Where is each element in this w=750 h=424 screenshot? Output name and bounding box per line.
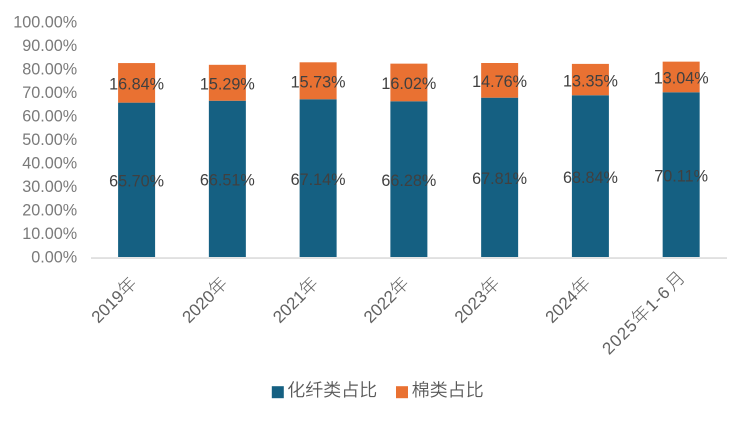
svg-text:40.00%: 40.00% (22, 155, 77, 173)
svg-text:50.00%: 50.00% (22, 131, 77, 149)
svg-text:66.51%: 66.51% (200, 172, 255, 190)
svg-text:60.00%: 60.00% (22, 108, 77, 126)
svg-text:16.02%: 16.02% (381, 75, 436, 93)
svg-text:20.00%: 20.00% (22, 202, 77, 220)
svg-text:30.00%: 30.00% (22, 178, 77, 196)
svg-text:14.76%: 14.76% (472, 73, 527, 91)
svg-text:66.28%: 66.28% (381, 172, 436, 190)
svg-text:67.14%: 67.14% (291, 171, 346, 189)
svg-text:13.04%: 13.04% (654, 70, 709, 88)
svg-text:10.00%: 10.00% (22, 225, 77, 243)
svg-text:0.00%: 0.00% (31, 249, 77, 267)
svg-text:68.84%: 68.84% (563, 169, 618, 187)
svg-text:90.00%: 90.00% (22, 37, 77, 55)
svg-text:70.11%: 70.11% (654, 167, 708, 185)
svg-text:13.35%: 13.35% (563, 72, 618, 90)
svg-text:15.29%: 15.29% (200, 75, 255, 93)
svg-text:67.81%: 67.81% (472, 170, 527, 188)
svg-text:65.70%: 65.70% (109, 173, 164, 191)
svg-text:16.84%: 16.84% (109, 76, 164, 94)
svg-text:70.00%: 70.00% (22, 84, 77, 102)
svg-text:100.00%: 100.00% (13, 14, 77, 32)
svg-text:80.00%: 80.00% (22, 61, 77, 79)
svg-text:15.73%: 15.73% (291, 73, 346, 91)
